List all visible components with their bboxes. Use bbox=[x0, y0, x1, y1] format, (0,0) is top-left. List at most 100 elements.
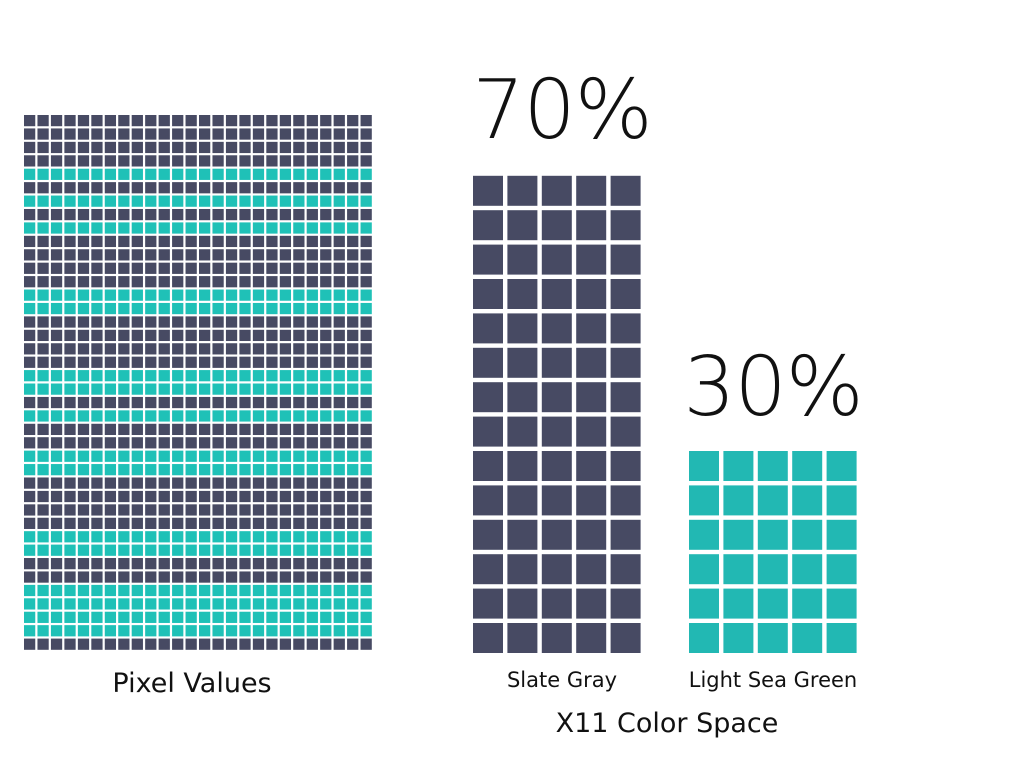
pixel-cell bbox=[279, 343, 292, 355]
pixel-cell bbox=[252, 410, 265, 422]
pixel-cell bbox=[64, 517, 76, 529]
pixel-cell bbox=[104, 531, 117, 543]
pixel-cell bbox=[333, 477, 345, 489]
pixel-cell bbox=[77, 141, 90, 154]
pixel-cell bbox=[77, 195, 90, 207]
pixel-cell bbox=[199, 141, 211, 154]
pixel-cell bbox=[320, 464, 332, 476]
pixel-cell bbox=[50, 182, 63, 194]
pixel-cell bbox=[77, 155, 90, 167]
pixel-cell bbox=[104, 396, 117, 409]
pixel-cell bbox=[91, 316, 103, 328]
pixel-cell bbox=[266, 423, 278, 436]
pixel-cell bbox=[118, 235, 130, 248]
pixel-cell bbox=[252, 571, 265, 583]
pixel-cell bbox=[77, 222, 90, 234]
pixel-cell bbox=[145, 450, 157, 462]
pixel-cell bbox=[279, 235, 292, 248]
pixel-cell bbox=[306, 638, 318, 650]
pixel-cell bbox=[199, 208, 211, 221]
pixel-cell bbox=[91, 450, 103, 462]
pixel-cell bbox=[252, 450, 265, 462]
pixel-cell bbox=[225, 343, 238, 355]
pixel-cell bbox=[199, 370, 211, 382]
pixel-cell bbox=[293, 611, 305, 623]
pixel-cell bbox=[172, 396, 184, 409]
pixel-cell bbox=[118, 316, 130, 328]
pixel-cell bbox=[64, 276, 76, 288]
pixel-cell bbox=[158, 437, 170, 449]
pixel-cell bbox=[145, 464, 157, 476]
pixel-cell bbox=[239, 343, 251, 355]
waffle-cell-light-sea-green bbox=[757, 554, 788, 585]
pixel-cell bbox=[24, 370, 36, 382]
waffle-cell-slate-gray bbox=[473, 244, 503, 275]
pixel-cell bbox=[293, 128, 305, 140]
pixel-cell bbox=[333, 168, 345, 180]
pixel-cell bbox=[293, 182, 305, 194]
pixel-cell bbox=[77, 584, 90, 597]
pixel-cell bbox=[239, 625, 251, 637]
pixel-cell bbox=[37, 343, 49, 355]
pixel-cell bbox=[131, 464, 143, 476]
waffle-cell-slate-gray bbox=[473, 451, 503, 481]
pixel-cell bbox=[212, 531, 224, 543]
pixel-cell bbox=[50, 477, 63, 489]
pixel-cell bbox=[91, 235, 103, 248]
pixel-cell bbox=[172, 370, 184, 382]
pixel-cell bbox=[293, 558, 305, 570]
pixel-cell bbox=[293, 155, 305, 167]
pixel-cell bbox=[252, 155, 265, 167]
pixel-cell bbox=[360, 490, 372, 503]
pixel-cell bbox=[24, 208, 36, 221]
waffle-cell-light-sea-green bbox=[723, 588, 754, 619]
pixel-cell bbox=[50, 584, 63, 597]
pixel-cell bbox=[293, 450, 305, 462]
pixel-cell bbox=[347, 370, 359, 382]
pixel-cell bbox=[320, 450, 332, 462]
pixel-cell bbox=[333, 302, 345, 315]
pixel-cell bbox=[145, 396, 157, 409]
pixel-cell bbox=[225, 155, 238, 167]
pixel-cell bbox=[333, 316, 345, 328]
pixel-cell bbox=[37, 396, 49, 409]
pixel-cell bbox=[333, 155, 345, 167]
pixel-cell bbox=[293, 423, 305, 436]
pixel-cell bbox=[131, 638, 143, 650]
pixel-cell bbox=[225, 302, 238, 315]
waffle-cell-slate-gray bbox=[507, 588, 538, 619]
pixel-cell bbox=[118, 490, 130, 503]
pixel-cell bbox=[347, 343, 359, 355]
pixel-cell bbox=[333, 571, 345, 583]
waffle-cell-light-sea-green bbox=[792, 519, 823, 550]
waffle-cell-slate-gray bbox=[576, 554, 607, 585]
pixel-cell bbox=[91, 155, 103, 167]
pixel-cell bbox=[212, 571, 224, 583]
pixel-cell bbox=[37, 490, 49, 503]
pixel-cell bbox=[225, 262, 238, 274]
pixel-cell bbox=[158, 302, 170, 315]
pixel-cell bbox=[306, 155, 318, 167]
pixel-cell bbox=[239, 423, 251, 436]
waffle-cell-slate-gray bbox=[541, 382, 572, 413]
pixel-cell bbox=[131, 262, 143, 274]
pixel-cell bbox=[185, 638, 197, 650]
pixel-cell bbox=[131, 437, 143, 449]
waffle-cell-light-sea-green bbox=[792, 451, 823, 481]
pixel-cell bbox=[37, 141, 49, 154]
pixel-cell bbox=[104, 235, 117, 248]
waffle-cell-slate-gray bbox=[541, 519, 572, 550]
pixel-cell bbox=[306, 423, 318, 436]
pixel-cell bbox=[360, 504, 372, 516]
pixel-cell bbox=[131, 289, 143, 301]
pixel-cell bbox=[158, 383, 170, 395]
pixel-cell bbox=[199, 356, 211, 368]
pixel-cell bbox=[360, 343, 372, 355]
pixel-cell bbox=[37, 504, 49, 516]
waffle-cell-light-sea-green bbox=[792, 623, 823, 653]
pixel-cell bbox=[320, 383, 332, 395]
pixel-cell bbox=[64, 262, 76, 274]
pixel-cell bbox=[158, 517, 170, 529]
pixel-cell bbox=[172, 302, 184, 315]
pixel-cell bbox=[239, 531, 251, 543]
